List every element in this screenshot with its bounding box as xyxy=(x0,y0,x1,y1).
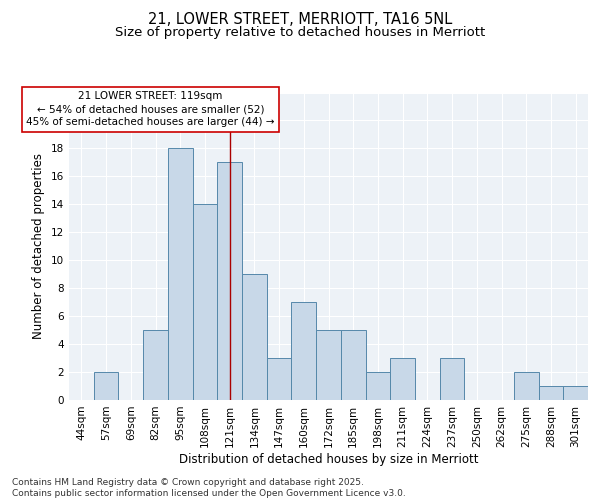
Text: 21, LOWER STREET, MERRIOTT, TA16 5NL: 21, LOWER STREET, MERRIOTT, TA16 5NL xyxy=(148,12,452,28)
Text: 21 LOWER STREET: 119sqm
← 54% of detached houses are smaller (52)
45% of semi-de: 21 LOWER STREET: 119sqm ← 54% of detache… xyxy=(26,91,275,128)
Bar xyxy=(440,358,464,400)
Bar xyxy=(341,330,365,400)
Bar xyxy=(514,372,539,400)
Bar xyxy=(292,302,316,400)
Bar xyxy=(193,204,217,400)
Bar xyxy=(94,372,118,400)
Text: Contains HM Land Registry data © Crown copyright and database right 2025.
Contai: Contains HM Land Registry data © Crown c… xyxy=(12,478,406,498)
Bar xyxy=(539,386,563,400)
Bar xyxy=(217,162,242,400)
Bar xyxy=(316,330,341,400)
Text: Size of property relative to detached houses in Merriott: Size of property relative to detached ho… xyxy=(115,26,485,39)
X-axis label: Distribution of detached houses by size in Merriott: Distribution of detached houses by size … xyxy=(179,452,478,466)
Bar xyxy=(365,372,390,400)
Y-axis label: Number of detached properties: Number of detached properties xyxy=(32,153,46,339)
Bar xyxy=(242,274,267,400)
Bar xyxy=(390,358,415,400)
Bar xyxy=(563,386,588,400)
Bar xyxy=(267,358,292,400)
Bar xyxy=(168,148,193,400)
Bar xyxy=(143,330,168,400)
